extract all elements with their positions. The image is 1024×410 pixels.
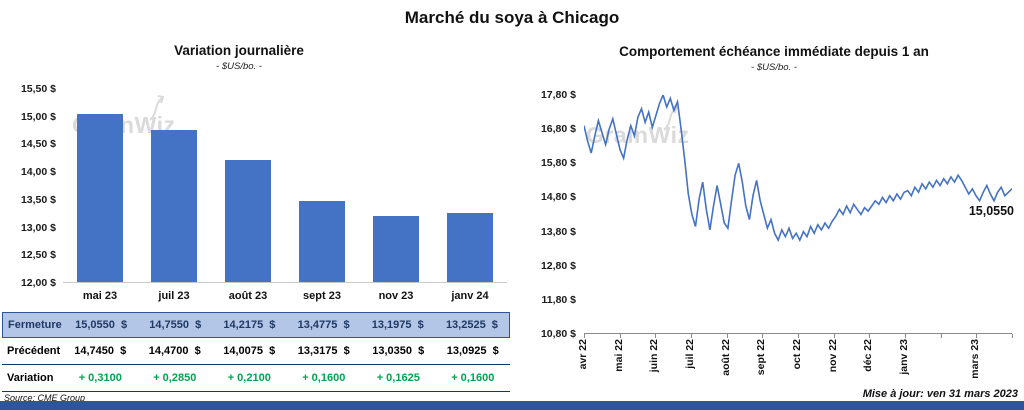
- table-row-fermeture: Fermeture 15,0550 $ 14,7550 $ 14,2175 $ 13,4…: [2, 312, 510, 338]
- table-cell: 14,7450 $: [74, 345, 127, 357]
- bar-y-tick-label: 13,00 $: [20, 221, 56, 234]
- axis-tick: [976, 334, 978, 338]
- data-table: Fermeture 15,0550 $ 14,7550 $ 14,2175 $ 13,4…: [2, 312, 510, 392]
- bar-x-category: sept 23: [303, 290, 341, 302]
- table-cell: + 0,2100: [227, 372, 271, 384]
- table-cell: + 0,1600: [302, 372, 346, 384]
- line-x-month-label: sept 22: [755, 339, 768, 376]
- line-x-month-label: mai 22: [612, 339, 625, 372]
- axis-tick: [584, 334, 585, 338]
- table-cell: + 0,1600: [451, 372, 495, 384]
- watermark-arrow-icon: [149, 95, 165, 121]
- table-cell: 14,2175 $: [223, 319, 276, 331]
- table-cell: 13,3175 $: [297, 345, 350, 357]
- line-x-month-label: juil 22: [684, 339, 696, 369]
- bar-x-category: nov 23: [378, 290, 414, 302]
- bar-1: [77, 113, 123, 282]
- bar-y-tick-label: 12,50 $: [20, 249, 56, 262]
- bar-x-labels: mai 23 juil 23 août 23 sept 23 nov 23 janv 24: [63, 290, 507, 302]
- bar-y-tick-label: 12,00 $: [20, 277, 56, 289]
- axis-tick: [726, 334, 728, 338]
- bottom-strip: [0, 401, 1024, 410]
- table-row-variation: Variation + 0,3100 + 0,2850 + 0,2100 + 0,160…: [2, 365, 510, 392]
- table-row-label: Précédent: [7, 345, 61, 357]
- line-y-tick-label: 13,80 $: [540, 225, 576, 238]
- axis-tick: [869, 334, 871, 338]
- line-y-tick-label: 10,80 $: [540, 328, 576, 340]
- line-svg: [584, 95, 1012, 243]
- bar-6: [447, 212, 493, 282]
- bar-4: [299, 200, 345, 282]
- line-y-tick-label: 16,80 $: [540, 123, 576, 136]
- last-price-annotation: 15,0550: [968, 204, 1014, 218]
- table-row-precedent: Précédent 14,7450 $ 14,4700 $ 14,0075 $ 13,3…: [2, 338, 510, 365]
- axis-tick: [762, 334, 764, 338]
- axis-tick: [655, 334, 657, 338]
- price-line: [584, 95, 1012, 243]
- axis-tick: [833, 334, 835, 338]
- source-note: Source: CME Group: [4, 393, 86, 403]
- table-cell: 14,7550 $: [149, 319, 202, 331]
- line-x-month-label: oct 22: [791, 339, 803, 370]
- line-x-month-label: août 22: [719, 339, 732, 376]
- bar-chart-subtitle: - $US/bo. -: [216, 61, 262, 72]
- line-x-month-label: juin 22: [648, 339, 661, 373]
- bar-y-tick-label: 15,00 $: [20, 110, 56, 123]
- table-cell: 13,2525 $: [445, 319, 498, 331]
- axis-tick: [905, 334, 906, 338]
- line-y-tick-label: 15,80 $: [540, 157, 576, 170]
- line-y-tick-label: 11,80 $: [541, 293, 576, 306]
- line-y-axis: 17,80 $ 16,80 $ 15,80 $ 14,80 $ 13,80 $ 12,80…: [520, 89, 576, 340]
- line-y-tick-label: 14,80 $: [540, 191, 576, 204]
- bar-plot: [63, 89, 507, 283]
- table-cell: 14,4700 $: [148, 345, 201, 357]
- axis-tick: [691, 334, 692, 338]
- bar-y-axis: 15,50 $ 15,00 $ 14,50 $ 14,00 $ 13,50 $ 13,00…: [6, 83, 56, 289]
- table-row-label: Variation: [7, 372, 54, 384]
- line-y-tick-label: 12,80 $: [540, 259, 576, 272]
- table-cell: 13,1975 $: [371, 319, 424, 331]
- line-x-ticks: [584, 334, 1013, 339]
- page-title: Marché du soya à Chicago: [404, 8, 620, 27]
- bar-x-category: août 23: [228, 290, 268, 302]
- table-cell: + 0,3100: [78, 372, 122, 384]
- axis-tick: [798, 334, 799, 338]
- bar-2: [151, 130, 197, 282]
- line-x-month-label: avr 22: [577, 339, 589, 370]
- bar-y-tick-label: 14,00 $: [20, 166, 56, 179]
- table-cell: 14,0075 $: [223, 345, 276, 357]
- bar-chart-title: Variation journalière: [174, 43, 304, 58]
- line-chart-subtitle: - $US/bo. -: [751, 62, 797, 73]
- bar-5: [373, 215, 419, 282]
- bar-y-tick-label: 13,50 $: [20, 193, 56, 206]
- line-plot: [584, 95, 1012, 334]
- line-chart-title: Comportement échéance immédiate depuis 1…: [619, 44, 929, 59]
- bar-y-tick-label: 14,50 $: [20, 138, 56, 151]
- table-cell: 13,4775 $: [297, 319, 350, 331]
- table-cell: 13,0925 $: [446, 345, 499, 357]
- line-y-tick-label: 17,80 $: [540, 89, 576, 101]
- bar-y-tick-label: 15,50 $: [20, 83, 56, 95]
- bar-x-category: janv 24: [451, 290, 489, 302]
- bar-x-category: mai 23: [82, 290, 118, 302]
- table-cell: 15,0550 $: [75, 319, 128, 331]
- axis-tick: [1012, 334, 1013, 338]
- bar-x-category: juil 23: [158, 290, 190, 302]
- table-cell: + 0,2850: [153, 372, 197, 384]
- line-x-month-label: nov 22: [826, 339, 839, 373]
- update-note: Mise à jour: ven 31 mars 2023: [862, 388, 1018, 400]
- table-cell: 13,0350 $: [372, 345, 425, 357]
- axis-tick: [619, 334, 621, 338]
- table-cell: + 0,1625: [376, 372, 420, 384]
- bar-3: [225, 159, 271, 282]
- axis-tick: [940, 334, 942, 338]
- table-row-label: Fermeture: [8, 319, 62, 331]
